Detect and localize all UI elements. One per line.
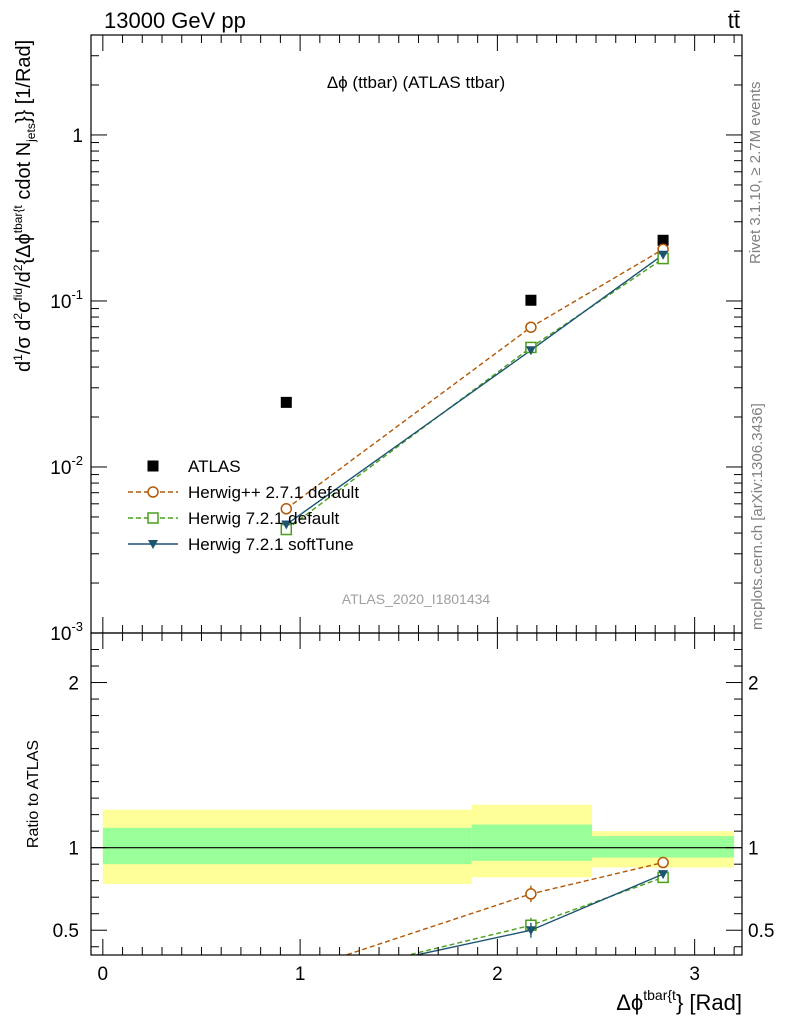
uncertainty-band-green [471,824,593,861]
ratio-plot-content [91,804,742,990]
ratio-point [281,970,291,980]
main-plot-content [280,234,669,536]
legend-marker [147,460,159,472]
x-tick-label: 2 [492,964,503,985]
data-point [525,346,536,356]
main-y-axis-label: d1/σ d2σfid/d2{Δϕtbar{t cdot Njets}} [1/… [11,40,38,372]
rivet-label: Rivet 3.1.10, ≥ 2.7M events [747,82,764,265]
ratio-plot-panel: 0 1 2 3 0.5 0.5 1 1 2 2 [53,632,774,990]
legend-entry: Herwig 7.2.1 softTune [128,535,354,554]
legend-entry: Herwig++ 2.7.1 default [128,483,359,502]
ratio-line [405,876,664,955]
ratio-y-tick-label-right: 0.5 [748,921,774,942]
legend-label: Herwig 7.2.1 softTune [188,535,354,554]
ratio-y-tick-label-right: 1 [748,839,759,860]
series-0 [280,234,669,408]
ratio-plot-frame [90,632,743,956]
ratio-point [525,926,536,936]
y-tick-label: 1 [72,126,83,147]
ratio-point [657,856,669,869]
y-tick-label: 10-3 [50,619,83,645]
data-point [280,503,293,515]
legend-entry: ATLAS [147,457,241,476]
data-point [280,396,292,408]
ratio-line [412,873,664,955]
data-point [657,234,669,246]
x-axis-label: Δϕtbar{t} [Rad] [616,987,742,1015]
ratio-series-1 [281,871,669,990]
series-3 [281,250,669,530]
uncertainty-band-green [102,827,472,865]
legend-marker [147,486,159,498]
mcplots-label: mcplots.cern.ch [arXiv:1306.3436] [749,403,766,630]
uncertainty-band-green [592,836,735,858]
x-tick-label: 1 [295,964,306,985]
analysis-watermark: ATLAS_2020_I1801434 [342,591,491,607]
ratio-series-2 [281,870,669,988]
legend: ATLAS Herwig++ 2.7.1 default Herwig 7.2.1 … [128,457,359,554]
y-tick-label: 10-1 [50,287,83,313]
main-axes: 10-3 10-2 10-1 1 [50,34,742,645]
main-plot-panel: 10-3 10-2 10-1 1 Δϕ (ttbar) (ATLAS ttbar) A… [50,34,743,645]
ratio-axes: 0 1 2 3 0.5 0.5 1 1 2 2 [53,633,774,985]
legend-label: Herwig 7.2.1 default [188,509,339,528]
ratio-y-tick-label-right: 2 [748,674,759,695]
series-1 [280,243,669,515]
legend-entry: Herwig 7.2.1 default [128,509,339,528]
y-tick-label: 10-2 [50,453,83,479]
ratio-point [658,870,669,880]
data-point [658,250,669,260]
legend-label: ATLAS [188,457,241,476]
ratio-y-tick-label: 1 [68,839,79,860]
data-point [281,520,292,530]
ratio-y-axis-label: Ratio to ATLAS [25,740,42,848]
legend-label: Herwig++ 2.7.1 default [188,483,359,502]
main-plot-title: Δϕ (ttbar) (ATLAS ttbar) [327,73,505,92]
ratio-point [525,888,537,900]
process-label: tt̄ [728,8,740,33]
beam-label: 13000 GeV pp [104,8,246,33]
data-point [525,321,537,333]
legend-marker [147,512,159,524]
ratio-y-tick-label: 0.5 [53,921,79,942]
x-tick-label: 3 [689,964,700,985]
x-tick-label: 0 [98,964,109,985]
ratio-point [281,979,291,988]
ratio-series-0 [281,856,669,980]
data-point [525,294,537,306]
ratio-point [281,980,291,990]
series-line-1 [285,248,664,510]
ratio-y-tick-label: 2 [68,674,79,695]
legend-marker [148,540,158,549]
